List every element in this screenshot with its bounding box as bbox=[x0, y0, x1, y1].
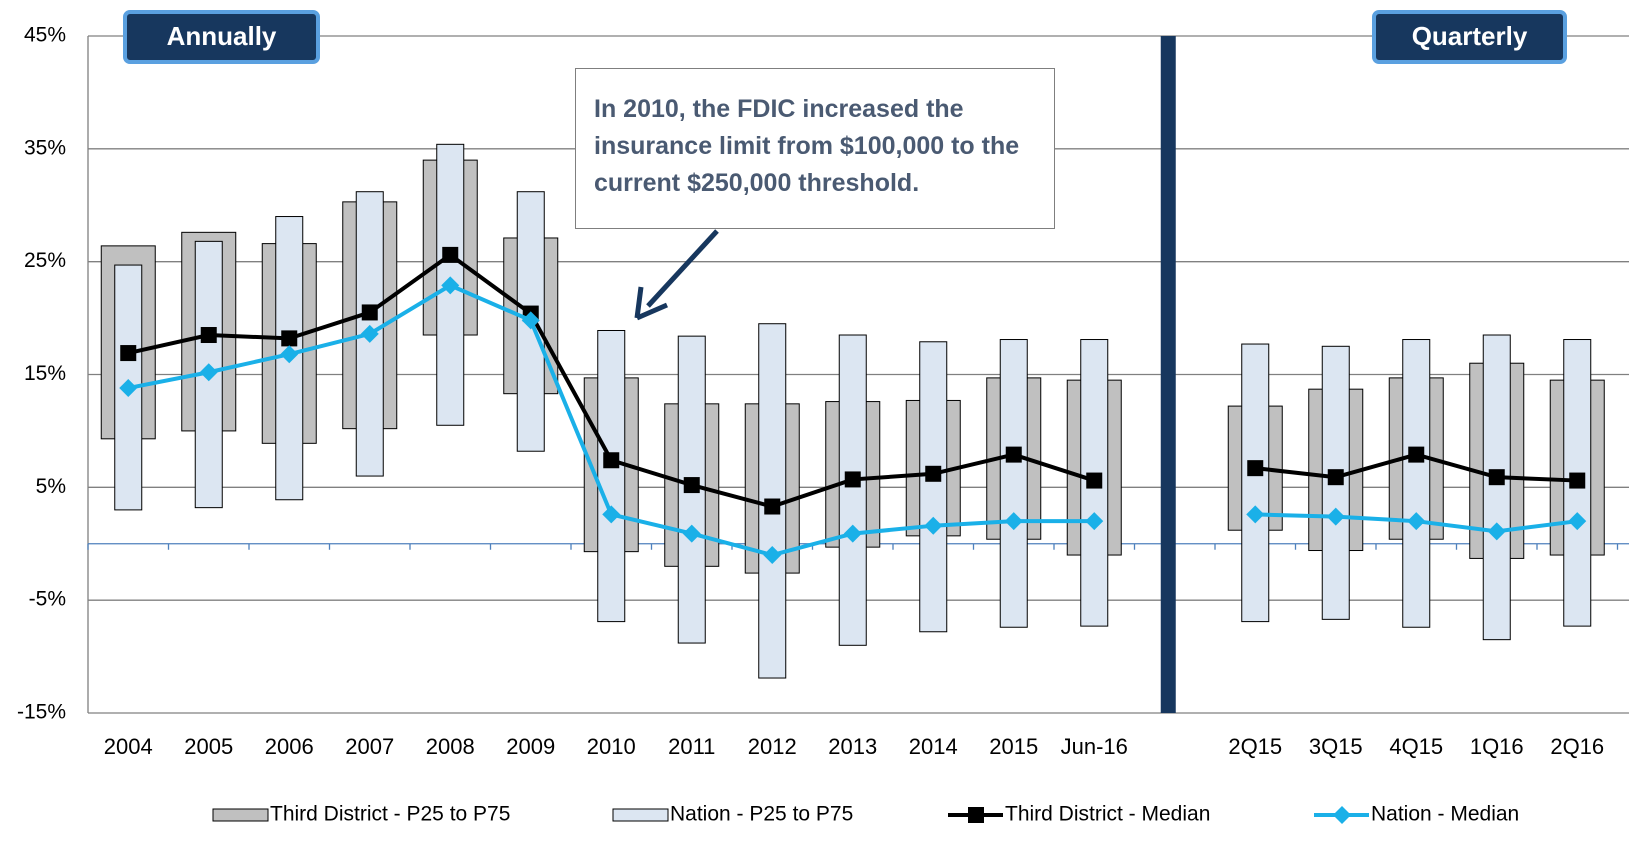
x-tick-label: 2005 bbox=[184, 734, 233, 759]
range-bar bbox=[1402, 339, 1431, 628]
marker bbox=[682, 524, 701, 543]
y-tick-label: 5% bbox=[36, 475, 66, 498]
marker bbox=[1568, 512, 1587, 531]
x-tick-label: 2010 bbox=[587, 734, 636, 759]
x-tick-label: 2009 bbox=[506, 734, 555, 759]
marker bbox=[1487, 522, 1506, 541]
marker bbox=[1005, 446, 1022, 463]
x-tick-label: 2007 bbox=[345, 734, 394, 759]
marker bbox=[1247, 460, 1264, 477]
y-tick-label: 15% bbox=[24, 362, 66, 385]
marker bbox=[441, 276, 460, 295]
x-tick-label: 2Q15 bbox=[1228, 734, 1282, 759]
marker bbox=[603, 452, 620, 469]
divider bbox=[1160, 36, 1176, 713]
legend-swatch bbox=[612, 808, 669, 822]
x-tick-label: 2011 bbox=[668, 734, 715, 759]
marker bbox=[442, 246, 459, 263]
legend-label: Third District - P25 to P75 bbox=[270, 803, 510, 826]
marker bbox=[1246, 505, 1265, 524]
x-tick-label: 2004 bbox=[104, 734, 153, 759]
marker bbox=[1407, 512, 1426, 531]
x-tick-label: 1Q16 bbox=[1470, 734, 1524, 759]
x-tick-label: 3Q15 bbox=[1309, 734, 1363, 759]
section-box bbox=[123, 10, 320, 64]
marker bbox=[1327, 469, 1344, 486]
marker bbox=[1408, 446, 1425, 463]
marker bbox=[361, 304, 378, 321]
range-bar bbox=[999, 339, 1028, 628]
arrow-head bbox=[634, 286, 668, 321]
marker bbox=[602, 505, 621, 524]
x-tick-label: 2015 bbox=[989, 734, 1038, 759]
marker bbox=[764, 498, 781, 515]
marker bbox=[120, 345, 137, 362]
marker bbox=[1488, 469, 1505, 486]
x-tick-label: 2Q16 bbox=[1550, 734, 1604, 759]
marker bbox=[763, 546, 782, 565]
marker bbox=[844, 471, 861, 488]
marker bbox=[925, 465, 942, 482]
callout: In 2010, the FDIC increased the insuranc… bbox=[575, 68, 1055, 229]
y-tick-label: 45% bbox=[24, 24, 66, 47]
section-label: Quarterly bbox=[1412, 21, 1528, 51]
marker bbox=[843, 524, 862, 543]
marker bbox=[683, 477, 700, 494]
legend-label: Nation - Median bbox=[1371, 803, 1519, 826]
marker bbox=[281, 330, 298, 347]
marker bbox=[119, 379, 138, 398]
x-tick-label: Jun-16 bbox=[1061, 734, 1128, 759]
marker bbox=[1326, 507, 1345, 526]
range-bar bbox=[838, 334, 867, 646]
marker bbox=[521, 311, 540, 330]
x-tick-label: 2014 bbox=[909, 734, 958, 759]
x-tick-label: 2008 bbox=[426, 734, 475, 759]
marker bbox=[200, 327, 217, 344]
legend-label: Nation - P25 to P75 bbox=[670, 803, 853, 826]
x-tick-label: 4Q15 bbox=[1389, 734, 1443, 759]
y-tick-label: -5% bbox=[29, 588, 66, 611]
x-tick-label: 2006 bbox=[265, 734, 314, 759]
section-label: Annually bbox=[167, 21, 277, 51]
marker bbox=[1004, 512, 1023, 531]
legend-marker bbox=[1333, 806, 1351, 824]
range-bar bbox=[919, 341, 948, 633]
marker bbox=[924, 516, 943, 535]
legend-marker bbox=[968, 807, 984, 823]
legend-label: Third District - Median bbox=[1005, 803, 1210, 826]
marker bbox=[280, 345, 299, 364]
range-bar bbox=[597, 329, 626, 623]
y-tick-label: 25% bbox=[24, 249, 66, 272]
marker bbox=[1569, 472, 1586, 489]
marker bbox=[199, 363, 218, 382]
x-tick-label: 2013 bbox=[828, 734, 877, 759]
marker bbox=[1086, 472, 1103, 489]
arrow-shaft bbox=[646, 229, 719, 308]
range-bar bbox=[1241, 343, 1270, 623]
y-tick-label: 35% bbox=[24, 136, 66, 159]
range-bar bbox=[1482, 334, 1511, 641]
marker bbox=[360, 324, 379, 343]
legend-swatch bbox=[212, 808, 269, 822]
section-box bbox=[1372, 10, 1567, 64]
x-tick-label: 2012 bbox=[748, 734, 797, 759]
marker bbox=[1085, 512, 1104, 531]
y-tick-label: -15% bbox=[17, 701, 66, 724]
